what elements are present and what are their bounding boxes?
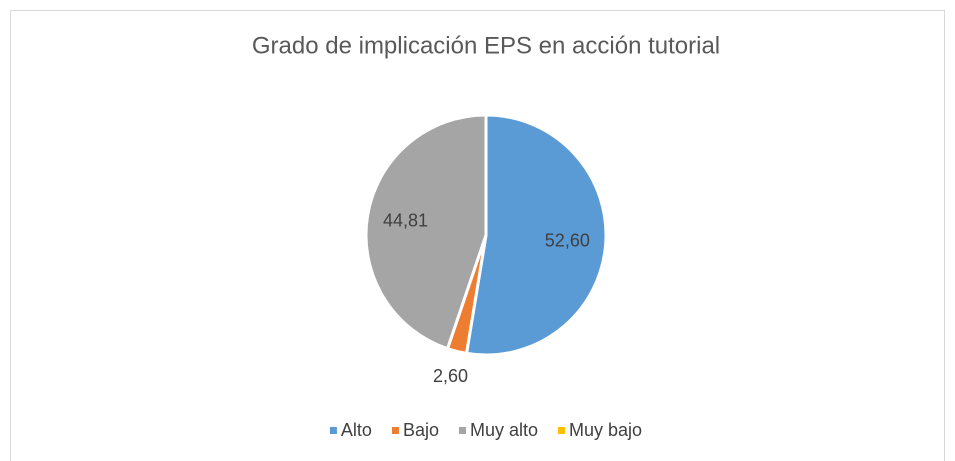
legend-swatch (458, 427, 466, 434)
legend-label: Muy bajo (569, 420, 642, 440)
legend-label: Muy alto (470, 420, 538, 440)
legend-swatch (329, 427, 337, 434)
pie-slice (464, 113, 608, 357)
data-label: 2,60 (433, 366, 468, 386)
data-label: 44,81 (383, 210, 428, 230)
legend-swatch (391, 427, 399, 434)
chart-title: Grado de implicación EPS en acción tutor… (252, 32, 720, 59)
data-label: 52,60 (545, 230, 590, 250)
legend-label: Alto (341, 420, 372, 440)
legend-label: Bajo (403, 420, 439, 440)
pie-slice (364, 113, 488, 351)
legend-swatch (558, 427, 566, 434)
